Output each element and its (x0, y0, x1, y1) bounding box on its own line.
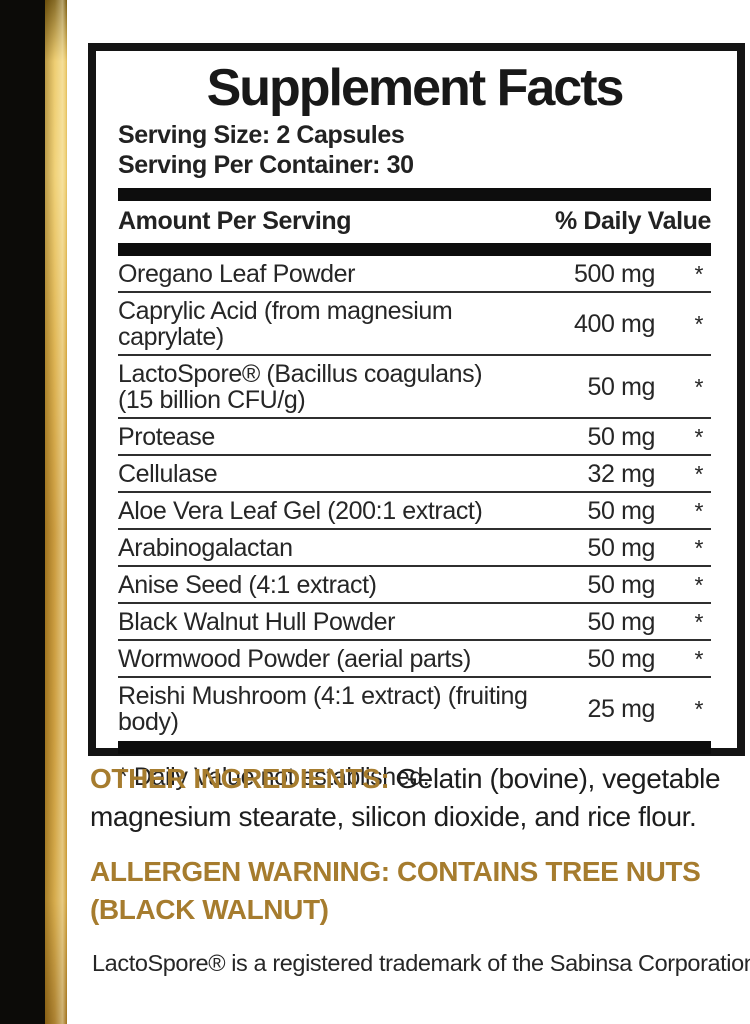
table-row: Cellulase 32 mg * (118, 456, 711, 493)
table-row: Aloe Vera Leaf Gel (200:1 extract) 50 mg * (118, 493, 711, 530)
daily-value-header: % Daily Value (555, 207, 711, 235)
ingredient-name-line1: Black Walnut Hull Powder (118, 608, 396, 636)
ingredient-name-line1: Oregano Leaf Powder (118, 260, 356, 288)
table-row: Arabinogalactan 50 mg * (118, 530, 711, 567)
table-row: LactoSpore® (Bacillus coagulans) (15 bill… (118, 356, 711, 419)
ingredient-amount: 400 mg (574, 310, 655, 338)
ingredient-daily-value: * (694, 572, 703, 598)
divider-bar-top (118, 188, 711, 201)
ingredient-name-line1: Cellulase (118, 460, 218, 488)
ingredient-name: Protease (118, 424, 543, 450)
ingredient-amount: 50 mg (587, 645, 656, 673)
ingredient-amount: 32 mg (587, 460, 656, 488)
ingredient-amount: 50 mg (587, 534, 656, 562)
ingredient-name: Oregano Leaf Powder (118, 261, 543, 287)
ingredient-name: Anise Seed (4:1 extract) (118, 572, 543, 598)
ingredient-name: Reishi Mushroom (4:1 extract) (fruiting … (118, 683, 543, 735)
table-row: Protease 50 mg * (118, 419, 711, 456)
ingredient-amount: 50 mg (587, 497, 656, 525)
ingredient-name-line1: LactoSpore® (Bacillus coagulans) (118, 360, 483, 388)
ingredient-name: Aloe Vera Leaf Gel (200:1 extract) (118, 498, 543, 524)
ingredient-amount: 50 mg (587, 423, 656, 451)
column-header-row: Amount Per Serving % Daily Value (118, 201, 711, 243)
ingredient-name: LactoSpore® (Bacillus coagulans) (15 bill… (118, 361, 543, 413)
ingredient-daily-value: * (694, 609, 703, 635)
ingredient-daily-value: * (694, 424, 703, 450)
ingredient-name-line1: Aloe Vera Leaf Gel (200:1 extract) (118, 497, 483, 525)
allergen-warning-line2: (BLACK WALNUT) (90, 894, 329, 925)
ingredient-name-line1: Caprylic Acid (from magnesium caprylate) (118, 297, 453, 351)
table-row: Caprylic Acid (from magnesium caprylate)… (118, 293, 711, 356)
left-black-bar (0, 0, 45, 1024)
other-ingredients-text: Gelatin (bovine), vegetable magnesium st… (90, 763, 721, 832)
ingredient-amount: 500 mg (574, 260, 655, 288)
ingredient-name-line1: Protease (118, 423, 215, 451)
ingredient-daily-value: * (694, 261, 703, 287)
allergen-warning: ALLERGEN WARNING: CONTAINS TREE NUTS (BL… (90, 853, 750, 929)
ingredient-name: Wormwood Powder (aerial parts) (118, 646, 543, 672)
daily-value-footnote: * Daily Value not established. (118, 763, 430, 791)
table-row: Wormwood Powder (aerial parts) 50 mg * (118, 641, 711, 678)
ingredient-daily-value: * (694, 374, 703, 400)
table-row: Black Walnut Hull Powder 50 mg * (118, 604, 711, 641)
ingredient-amount: 50 mg (587, 373, 656, 401)
allergen-warning-line1: ALLERGEN WARNING: CONTAINS TREE NUTS (90, 856, 701, 887)
ingredient-daily-value: * (694, 498, 703, 524)
amount-per-serving-header: Amount Per Serving (118, 207, 352, 235)
serving-size: Serving Size: 2 Capsules (118, 121, 405, 149)
ingredient-daily-value: * (694, 646, 703, 672)
trademark-note: LactoSpore® is a registered trademark of… (92, 950, 750, 976)
ingredient-name: Arabinogalactan (118, 535, 543, 561)
ingredient-daily-value: * (694, 535, 703, 561)
table-row: Anise Seed (4:1 extract) 50 mg * (118, 567, 711, 604)
ingredient-name-line1: Wormwood Powder (aerial parts) (118, 645, 471, 673)
ingredient-amount: 50 mg (587, 608, 656, 636)
ingredient-rows: Oregano Leaf Powder 500 mg * Caprylic Acid … (118, 256, 711, 739)
ingredient-name-line1: Anise Seed (4:1 extract) (118, 571, 377, 599)
other-ingredients-label: OTHER INGREDIENTS: (90, 763, 390, 794)
ingredient-name: Black Walnut Hull Powder (118, 609, 543, 635)
ingredient-daily-value: * (694, 311, 703, 337)
gold-stripe (45, 0, 67, 1024)
panel-title: Supplement Facts (206, 59, 625, 117)
ingredient-name: Cellulase (118, 461, 543, 487)
ingredient-daily-value: * (694, 461, 703, 487)
servings-per-container: Serving Per Container: 30 (118, 151, 414, 179)
divider-bar-mid (118, 243, 711, 256)
divider-bar-bottom (118, 741, 711, 754)
ingredient-name-line1: Arabinogalactan (118, 534, 293, 562)
ingredient-amount: 25 mg (587, 695, 656, 723)
supplement-facts-panel: Supplement Facts Serving Size: 2 Capsule… (88, 43, 745, 791)
table-row: Oregano Leaf Powder 500 mg * (118, 256, 711, 293)
ingredient-name-line2: (15 billion CFU/g) (118, 386, 306, 414)
other-ingredients: OTHER INGREDIENTS: Gelatin (bovine), vege… (90, 760, 750, 836)
ingredient-amount: 50 mg (587, 571, 656, 599)
table-row: Reishi Mushroom (4:1 extract) (fruiting … (118, 678, 711, 739)
ingredient-name-line1: Reishi Mushroom (4:1 extract) (fruiting … (118, 682, 528, 736)
ingredient-name: Caprylic Acid (from magnesium caprylate) (118, 298, 543, 350)
ingredient-daily-value: * (694, 696, 703, 722)
